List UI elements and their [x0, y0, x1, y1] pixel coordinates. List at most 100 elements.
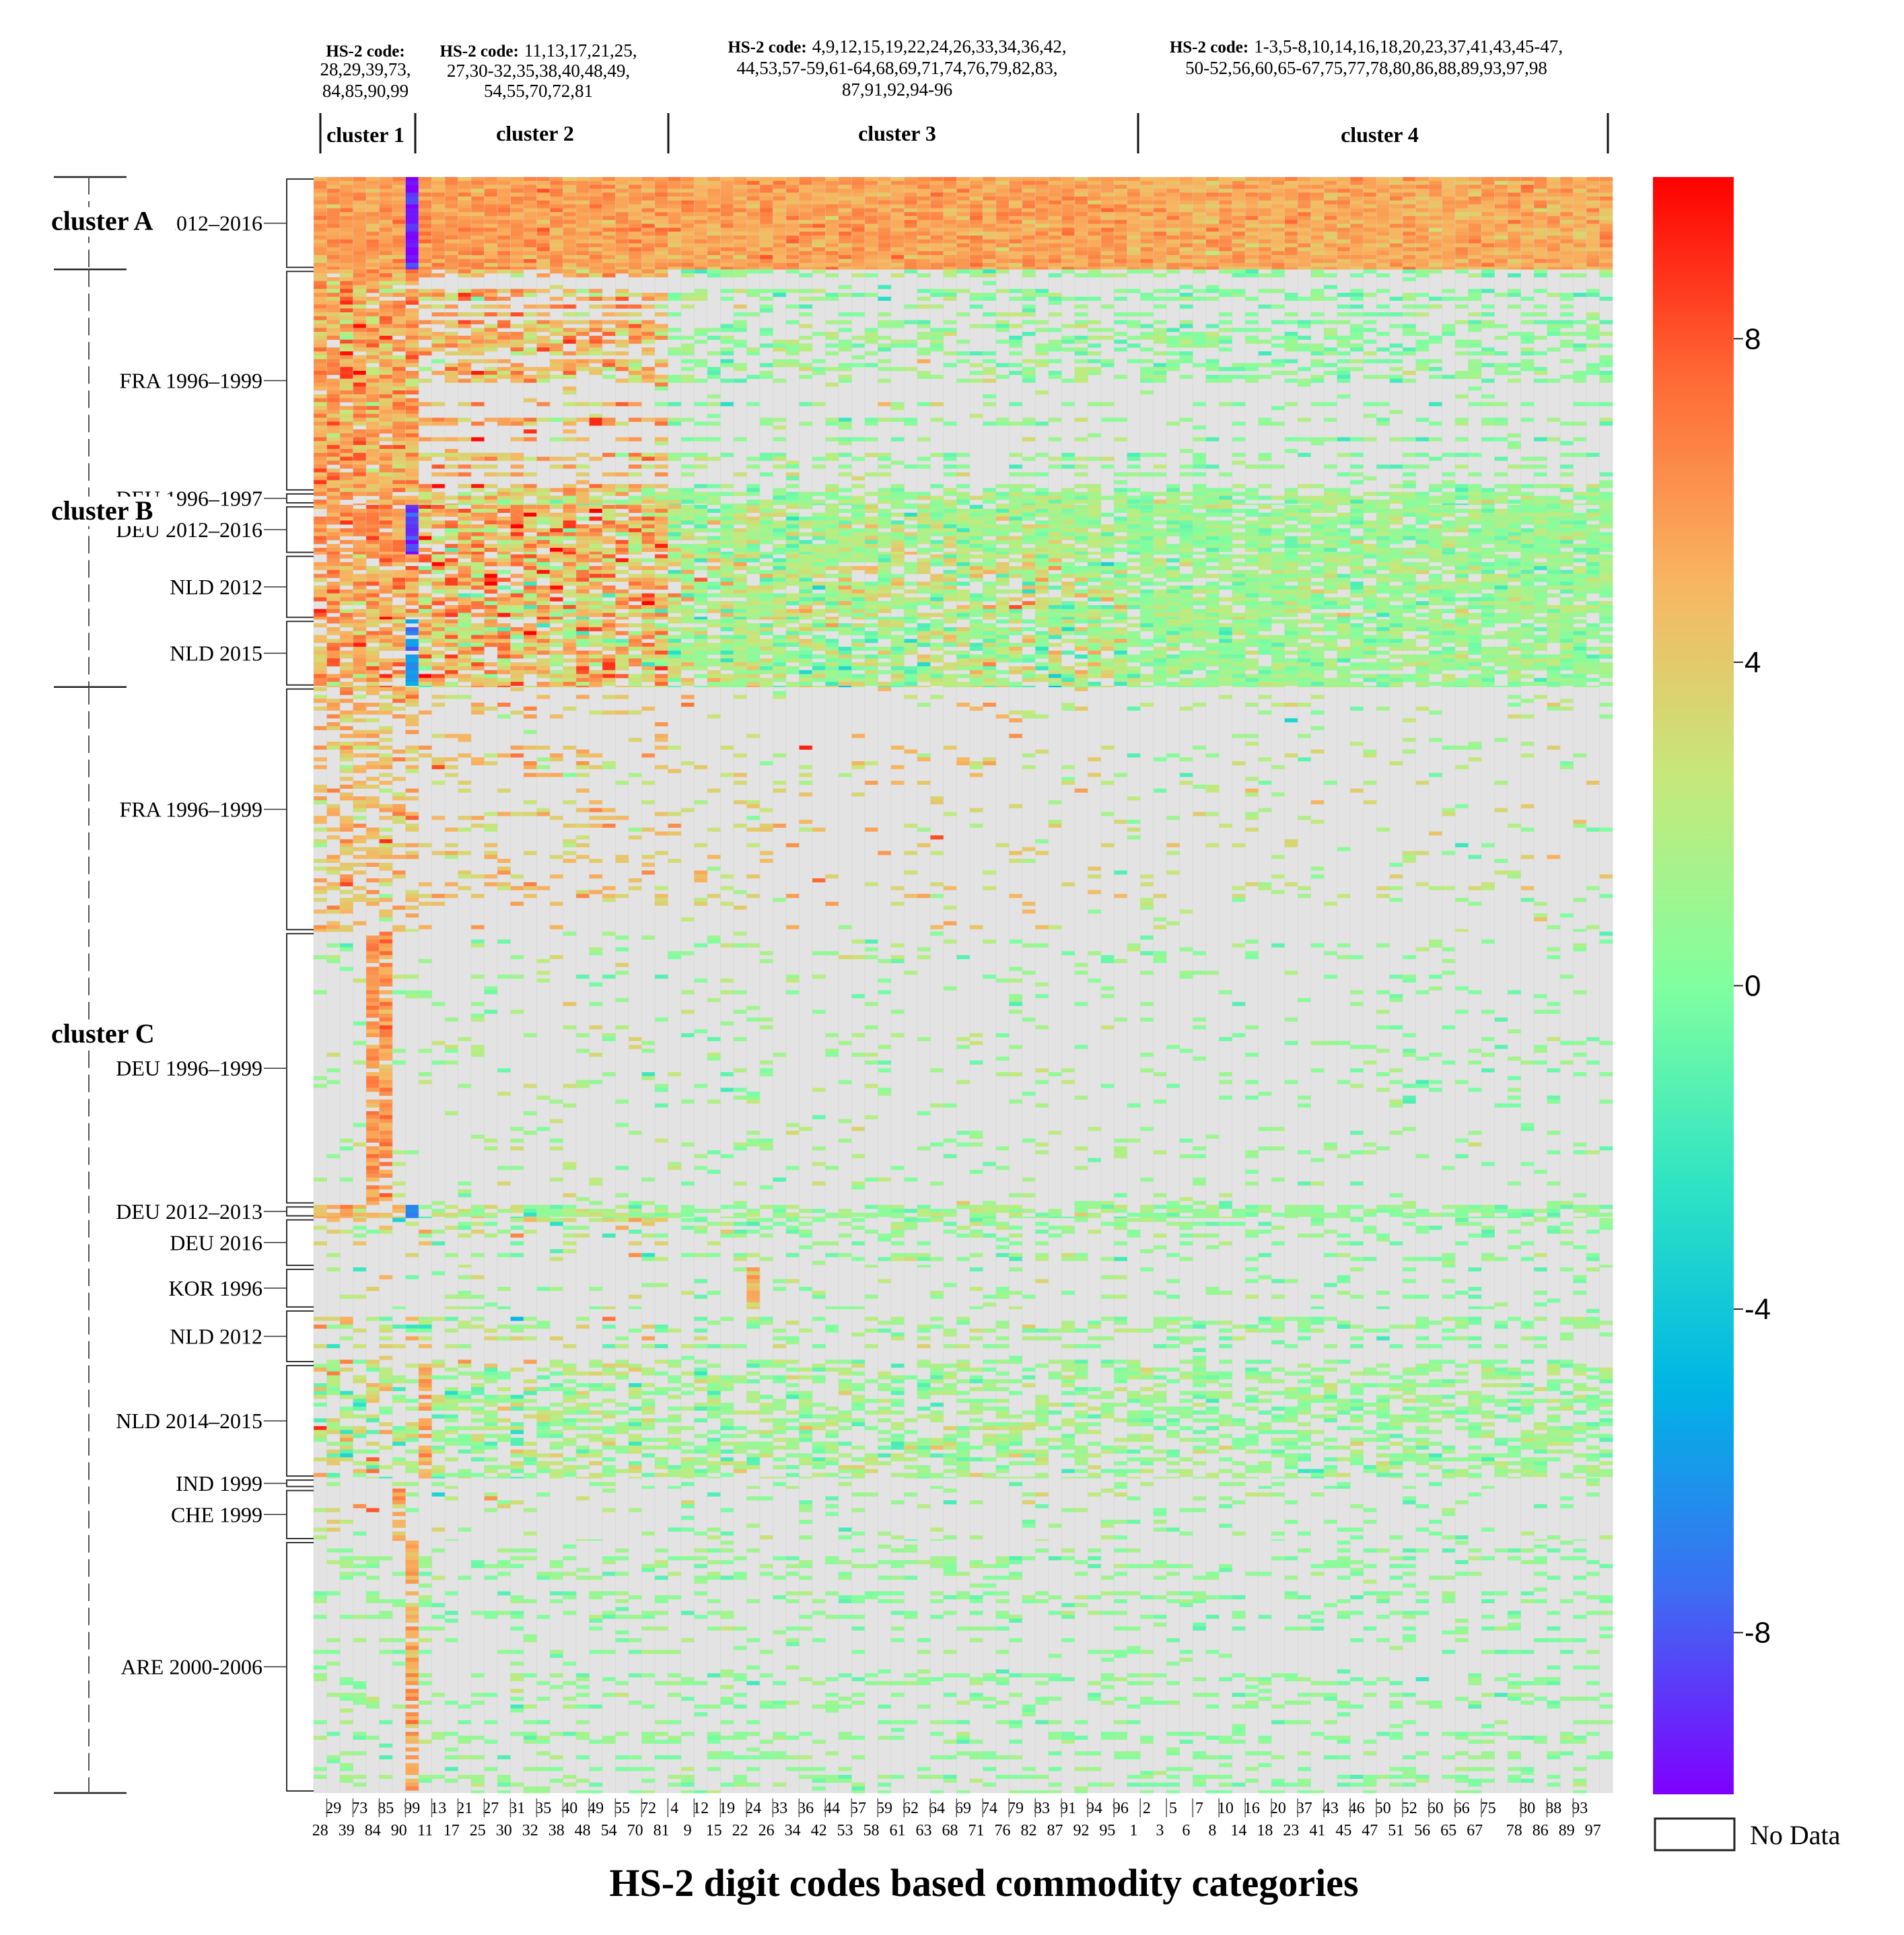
heatmap-cell	[1389, 508, 1403, 514]
heatmap-cell	[1193, 184, 1207, 189]
heatmap-cell	[1586, 289, 1600, 293]
heatmap-cell	[523, 516, 537, 521]
heatmap-cell	[458, 503, 472, 505]
heatmap-cell	[825, 417, 839, 422]
heatmap-cell	[1048, 243, 1062, 248]
heatmap-cell	[365, 262, 380, 267]
heatmap-cell	[773, 219, 787, 224]
heatmap-cell	[1429, 204, 1442, 209]
heatmap-cell	[1403, 452, 1416, 457]
heatmap-cell	[1534, 188, 1547, 193]
heatmap-cell	[812, 180, 826, 185]
heatmap-cell	[444, 312, 458, 317]
heatmap-cell	[864, 363, 878, 367]
heatmap-row-group-4	[314, 505, 1613, 555]
heatmap-cell	[1232, 239, 1246, 244]
heatmap-cell	[1376, 188, 1390, 193]
heatmap-cell	[1035, 177, 1049, 182]
heatmap-cell	[1599, 254, 1613, 260]
heatmap-cell	[484, 200, 498, 205]
heatmap-cell	[1389, 499, 1403, 504]
heatmap-cell	[707, 188, 721, 193]
heatmap-cell	[339, 208, 353, 213]
heatmap-cell	[825, 335, 839, 340]
heatmap-cell	[536, 188, 551, 193]
heatmap-cell	[1179, 339, 1193, 344]
heatmap-cell	[1061, 177, 1076, 182]
heatmap-cell	[680, 239, 695, 244]
heatmap-cell	[1193, 258, 1207, 263]
heatmap-cell	[1048, 184, 1062, 189]
heatmap-cell	[969, 239, 983, 244]
heatmap-cell	[1048, 204, 1062, 209]
heatmap-cell	[365, 390, 380, 395]
heatmap-cell	[392, 339, 406, 344]
heatmap-cell	[314, 371, 327, 376]
heatmap-cell	[444, 188, 458, 193]
heatmap-cell	[1140, 232, 1154, 236]
heatmap-cell	[549, 177, 563, 182]
heatmap-cell	[444, 304, 458, 309]
heatmap-cell	[746, 204, 761, 209]
heatmap-cell	[1468, 177, 1482, 182]
heatmap-cell	[746, 293, 761, 297]
heatmap-cell	[654, 273, 668, 278]
heatmap-cell	[1560, 484, 1574, 489]
heatmap-cell	[392, 227, 406, 232]
heatmap-cell	[314, 216, 327, 221]
heatmap-cell	[773, 499, 787, 504]
heatmap-cell	[1468, 491, 1482, 496]
heatmap-cell	[1035, 363, 1049, 367]
heatmap-cell	[1363, 219, 1377, 224]
heatmap-cell	[602, 200, 616, 205]
heatmap-cell	[392, 216, 406, 221]
heatmap-cell	[1271, 243, 1285, 248]
heatmap-cell	[314, 243, 327, 248]
heatmap-cell	[838, 328, 852, 332]
heatmap-cell	[1455, 258, 1469, 263]
heatmap-cell	[1455, 192, 1469, 197]
heatmap-cell	[983, 227, 997, 232]
heatmap-cell	[431, 332, 446, 337]
heatmap-cell	[1232, 192, 1246, 197]
heatmap-cell	[392, 371, 406, 376]
heatmap-cell	[1376, 239, 1390, 244]
heatmap-cell	[365, 491, 380, 496]
heatmap-cell	[615, 503, 629, 505]
heatmap-cell	[1468, 324, 1482, 328]
heatmap-cell	[1193, 456, 1207, 461]
heatmap-cell	[1508, 505, 1521, 509]
heatmap-cell	[1481, 499, 1495, 504]
heatmap-cell	[1560, 324, 1574, 328]
heatmap-cell	[1376, 219, 1390, 224]
heatmap-cell	[314, 445, 327, 450]
heatmap-cell	[458, 335, 472, 340]
heatmap-cell	[1074, 359, 1088, 363]
heatmap-cell	[668, 216, 682, 221]
heatmap-cell	[1035, 488, 1049, 493]
heatmap-cell	[549, 351, 563, 356]
heatmap-cell	[365, 449, 380, 454]
heatmap-cell	[444, 464, 458, 469]
heatmap-cell	[1481, 491, 1495, 496]
heatmap-cell	[969, 200, 983, 205]
heatmap-cell	[431, 289, 446, 293]
heatmap-cell	[1442, 505, 1456, 509]
heatmap-cell	[405, 258, 419, 263]
heatmap-cell	[575, 235, 590, 240]
heatmap-cell	[1337, 320, 1351, 324]
heatmap-cell	[654, 378, 668, 383]
heatmap-cell	[864, 235, 878, 240]
heatmap-cell	[930, 289, 944, 293]
heatmap-cell	[733, 512, 747, 517]
heatmap-cell	[930, 251, 944, 256]
heatmap-cell	[405, 177, 419, 182]
heatmap-cell	[1415, 495, 1430, 500]
heatmap-cell	[589, 371, 603, 376]
heatmap-cell	[707, 239, 721, 244]
heatmap-cell	[1088, 254, 1102, 260]
heatmap-cell	[1586, 180, 1600, 185]
heatmap-cell	[825, 247, 839, 252]
heatmap-cell	[353, 204, 367, 209]
heatmap-cell	[668, 235, 682, 240]
